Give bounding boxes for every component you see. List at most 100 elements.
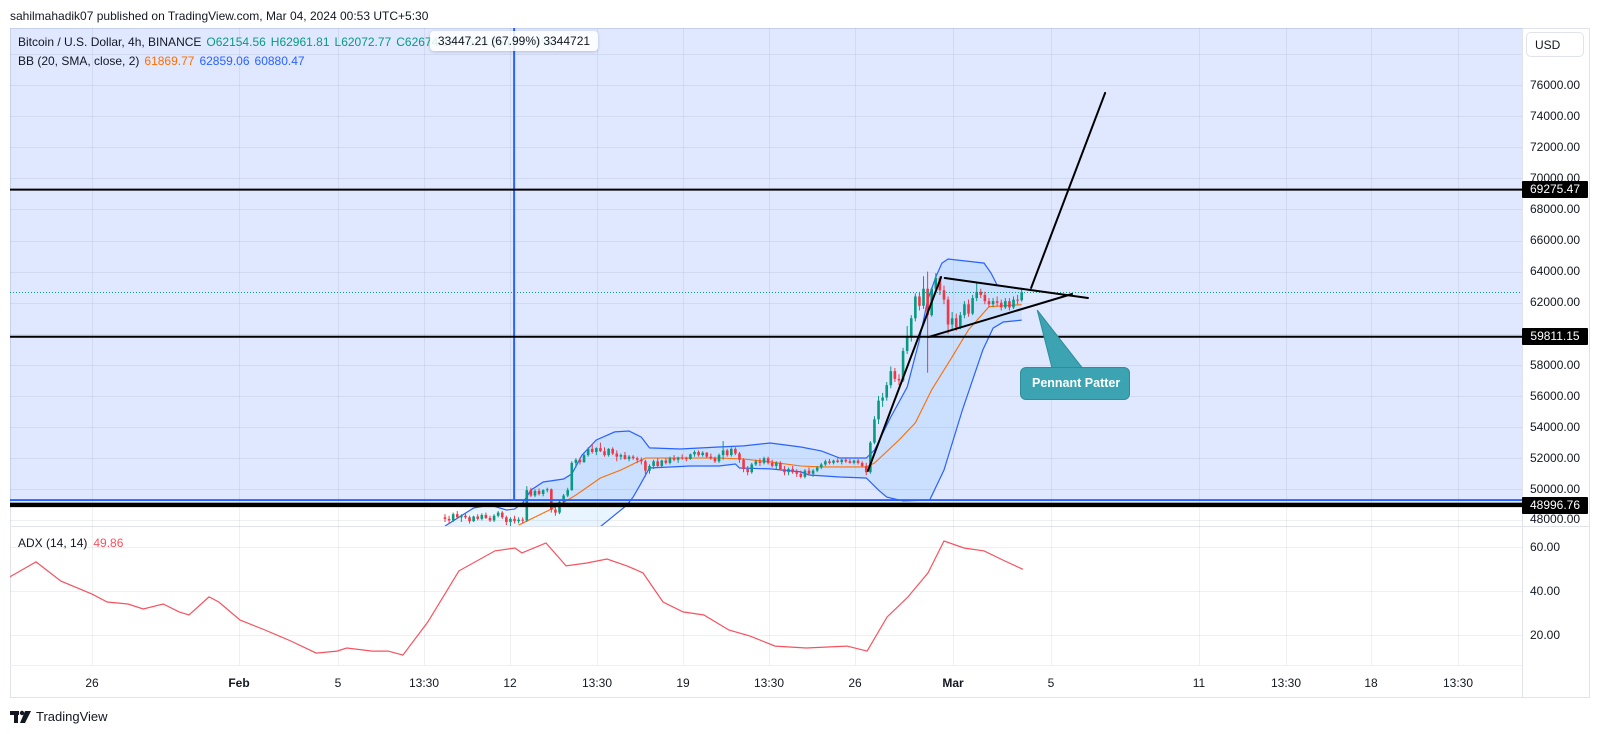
adx-pane[interactable] [10, 526, 1522, 665]
candle [533, 489, 537, 498]
price-tick: 48000.00 [1530, 512, 1581, 526]
currency-button[interactable]: USD [1526, 32, 1584, 57]
time-tick: 13:30 [581, 676, 613, 690]
candle [1020, 287, 1023, 302]
candle [693, 450, 696, 457]
candle [541, 489, 545, 497]
bollinger-fill [445, 259, 1022, 526]
tradingview-branding[interactable]: TradingView [10, 709, 108, 725]
candle [783, 465, 786, 476]
candle [509, 517, 512, 526]
bollinger-upper-line[interactable] [444, 258, 1022, 526]
candle [492, 514, 496, 522]
time-tick: 5 [334, 676, 342, 690]
candle [738, 451, 741, 463]
time-tick: 26 [85, 676, 99, 690]
candle [554, 506, 557, 516]
base-support-price-badge[interactable]: 48996.76 [1522, 497, 1588, 514]
candle [754, 459, 758, 466]
candle [832, 459, 835, 465]
candle [881, 392, 884, 407]
time-tick: 11 [1192, 676, 1206, 690]
time-tick: 19 [676, 676, 690, 690]
candle [713, 456, 717, 463]
time-tick: 13:30 [1442, 676, 1474, 690]
candle [815, 465, 819, 473]
candle [824, 459, 827, 466]
candle [717, 453, 721, 463]
candle [517, 517, 520, 524]
symbol-title[interactable]: Bitcoin / U.S. Dollar, 4h, BINANCE [18, 35, 202, 49]
trendline-pole[interactable] [866, 276, 943, 472]
candle [644, 459, 647, 477]
candle [950, 312, 954, 330]
candle [578, 457, 582, 465]
bollinger-basis-line[interactable] [518, 304, 1022, 526]
price-tick: 56000.00 [1530, 389, 1581, 403]
adx-grid-lines [10, 526, 1522, 665]
candle [893, 368, 897, 383]
pennant-callout[interactable]: Pennant Patter [1020, 367, 1130, 400]
trendline-pennant-lower[interactable] [927, 292, 1073, 338]
candle [725, 448, 729, 457]
candle [447, 515, 451, 524]
candle [795, 469, 799, 477]
bb-label[interactable]: BB (20, SMA, close, 2) [18, 54, 140, 68]
candle [558, 500, 561, 515]
trendline-breakout-projection[interactable] [1030, 91, 1107, 289]
main-pane[interactable] [10, 28, 1522, 531]
candle [648, 464, 651, 474]
time-tick-month: Feb [228, 676, 250, 690]
candle [640, 457, 643, 465]
candle [586, 447, 590, 457]
price-range-tooltip: 33447.21 (67.99%) 3344721 [430, 31, 598, 51]
time-tick: 13:30 [753, 676, 785, 690]
candle [914, 293, 917, 322]
candle [451, 512, 455, 522]
candle [656, 458, 659, 468]
candle [599, 442, 602, 452]
candle [918, 291, 921, 311]
candle [672, 455, 676, 462]
candle [975, 282, 978, 302]
candle [488, 515, 492, 522]
candle [774, 461, 778, 470]
candle [877, 396, 880, 424]
candle [472, 515, 475, 522]
candle [836, 458, 839, 463]
bollinger-lower-line[interactable] [596, 319, 1022, 530]
candle [635, 456, 639, 463]
candle [959, 312, 962, 330]
candle [779, 461, 782, 471]
time-tick: 26 [848, 676, 862, 690]
candle [705, 451, 709, 459]
adx-label[interactable]: ADX (14, 14) [18, 536, 88, 550]
adx-line[interactable] [10, 540, 1024, 656]
candle [734, 447, 737, 456]
price-tick: 66000.00 [1530, 233, 1581, 247]
candle [660, 459, 664, 468]
candle [685, 456, 688, 462]
candle [476, 514, 480, 521]
candle [762, 456, 766, 465]
resistance-price-badge[interactable]: 69275.47 [1522, 181, 1588, 198]
candle [1016, 294, 1019, 305]
candle [799, 470, 803, 479]
candle [615, 450, 619, 462]
trendline-pennant-upper[interactable] [943, 276, 1089, 300]
candle [574, 458, 578, 468]
support-price-badge[interactable]: 59811.15 [1522, 328, 1588, 345]
candle [697, 450, 700, 457]
price-tick: 52000.00 [1530, 451, 1581, 465]
candle [897, 374, 901, 386]
ohlc-high: H62961.81 [270, 35, 330, 49]
price-range-fill[interactable] [10, 28, 1522, 501]
candle [946, 296, 950, 334]
candle [676, 456, 680, 463]
price-tick: 74000.00 [1530, 109, 1581, 123]
candle [840, 458, 844, 465]
candle [770, 459, 774, 468]
time-tick: 18 [1364, 676, 1378, 690]
candle [730, 447, 733, 457]
